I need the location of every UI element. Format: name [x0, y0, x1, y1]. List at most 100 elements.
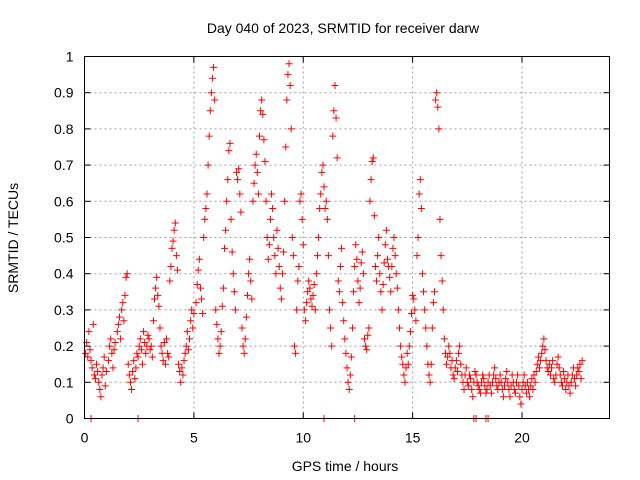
data-point	[235, 165, 243, 173]
data-point	[460, 386, 468, 394]
data-point	[101, 382, 109, 390]
data-point	[124, 360, 132, 368]
data-point	[85, 328, 93, 336]
data-point	[406, 328, 414, 336]
data-point	[388, 262, 396, 270]
data-point	[177, 378, 185, 386]
data-point	[562, 386, 570, 394]
data-point	[393, 284, 401, 292]
data-point	[400, 371, 408, 379]
data-point	[578, 357, 586, 365]
data-point	[289, 252, 297, 260]
data-point	[95, 378, 103, 386]
data-point	[253, 168, 261, 176]
data-point	[513, 378, 521, 386]
data-point	[368, 157, 376, 165]
data-point	[332, 114, 340, 122]
data-point	[306, 284, 314, 292]
data-point	[520, 371, 528, 379]
data-point	[247, 277, 255, 285]
data-point	[324, 252, 332, 260]
data-point	[319, 161, 327, 169]
data-point	[443, 360, 451, 368]
data-point	[170, 226, 178, 234]
data-point	[210, 63, 218, 71]
data-point	[342, 349, 350, 357]
data-point	[234, 176, 242, 184]
data-point	[216, 342, 224, 350]
data-point	[195, 255, 203, 263]
data-point	[463, 378, 471, 386]
data-point	[96, 386, 104, 394]
data-point	[84, 353, 92, 361]
y-tick-label: 0.2	[54, 338, 74, 354]
data-point	[530, 371, 538, 379]
data-point	[391, 252, 399, 260]
data-point	[172, 252, 180, 260]
data-point	[538, 349, 546, 357]
data-point	[444, 353, 452, 361]
data-point	[327, 324, 335, 332]
data-point	[359, 270, 367, 278]
data-point	[466, 371, 473, 379]
data-point	[321, 205, 329, 213]
data-point	[491, 364, 499, 372]
data-point	[378, 306, 386, 314]
data-point	[296, 197, 304, 205]
data-point	[572, 382, 580, 390]
data-point	[446, 349, 454, 357]
data-point	[218, 302, 226, 310]
data-point	[432, 96, 440, 104]
data-point	[245, 270, 253, 278]
data-point	[300, 306, 308, 314]
data-point	[565, 382, 573, 390]
data-point	[148, 353, 156, 361]
data-point	[322, 197, 330, 205]
data-point	[118, 306, 126, 314]
data-point	[549, 357, 557, 365]
data-point	[142, 349, 150, 357]
data-point	[423, 342, 431, 350]
data-point	[518, 386, 526, 394]
data-point	[450, 375, 458, 383]
tick-labels: 0 5 10 15 20 0 0.1 0.2 0.3 0.4 0.5 0.6 0.7 0.8 0.9 1	[54, 49, 530, 446]
data-point	[387, 288, 395, 296]
data-point	[328, 342, 336, 350]
data-point	[183, 328, 191, 336]
data-point	[453, 367, 461, 375]
data-point	[382, 226, 390, 234]
data-point	[91, 375, 99, 383]
data-point	[312, 270, 320, 278]
data-point	[120, 317, 128, 325]
data-point	[346, 371, 354, 379]
y-axis-label: SRMTID / TECUs	[5, 183, 21, 293]
data-point	[425, 371, 433, 379]
data-point	[567, 378, 575, 386]
data-point	[414, 234, 422, 241]
data-point	[408, 310, 416, 318]
data-point	[577, 375, 585, 383]
data-point	[182, 342, 190, 350]
y-tick-label: 0.7	[54, 157, 74, 173]
data-point	[350, 288, 358, 296]
data-point	[169, 237, 177, 245]
data-point	[338, 244, 346, 252]
data-point	[420, 288, 428, 296]
data-point	[571, 375, 578, 383]
data-point	[248, 295, 256, 303]
data-point	[252, 150, 260, 158]
data-point	[270, 234, 278, 241]
data-point	[123, 270, 131, 278]
data-point	[541, 346, 549, 354]
data-point	[178, 364, 186, 372]
data-point	[222, 226, 230, 234]
plot-frame	[84, 56, 610, 419]
y-tick-label: 0.9	[54, 85, 74, 101]
data-point	[506, 393, 514, 401]
data-point	[116, 313, 123, 321]
data-point	[323, 215, 331, 223]
data-point	[383, 255, 391, 263]
data-point	[365, 324, 373, 332]
data-point	[117, 335, 125, 343]
data-point	[340, 317, 348, 325]
